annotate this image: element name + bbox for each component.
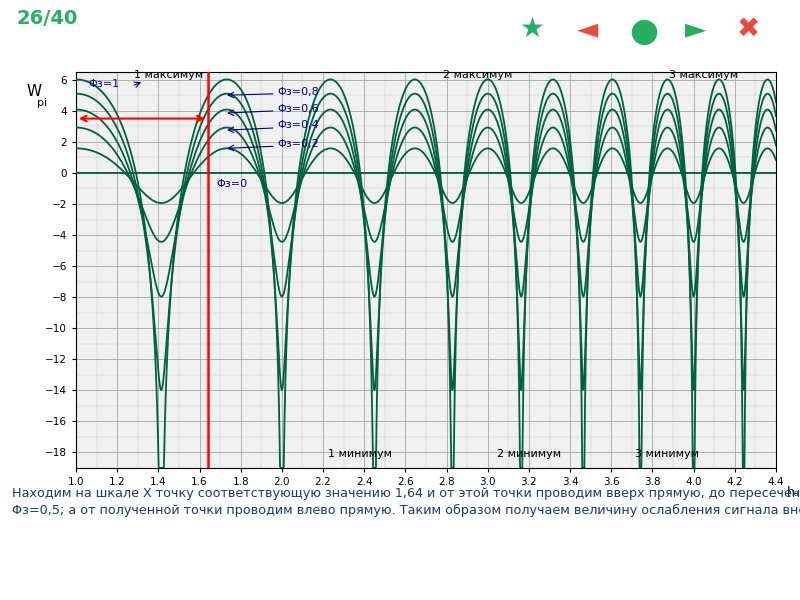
Text: Φз=0: Φз=0 (216, 179, 247, 189)
Text: W: W (27, 84, 42, 99)
Text: Φз=1: Φз=1 (88, 79, 119, 89)
Text: Φз=0,8: Φз=0,8 (278, 86, 319, 97)
Text: Φз=0,2: Φз=0,2 (278, 139, 319, 149)
Text: ★: ★ (519, 15, 545, 43)
Text: Находим на шкале X точку соответствующую значению 1,64 и от этой точки проводим : Находим на шкале X точку соответствующую… (12, 487, 800, 517)
Text: ✖: ✖ (736, 15, 760, 43)
Text: 26/40: 26/40 (16, 9, 78, 28)
Text: 2 максимум: 2 максимум (442, 70, 512, 80)
Text: ●: ● (630, 15, 658, 48)
Text: 1 максимум: 1 максимум (134, 70, 203, 80)
Text: 3 минимум: 3 минимум (635, 449, 699, 459)
Text: ◄: ◄ (578, 15, 598, 43)
Text: h₀=H/H₀: h₀=H/H₀ (786, 486, 800, 499)
Text: Φз=0,4: Φз=0,4 (278, 120, 319, 130)
Text: pi: pi (38, 98, 48, 108)
Text: ►: ► (686, 15, 706, 43)
Text: 1 минимум: 1 минимум (328, 449, 392, 459)
Text: Φз=0,6: Φз=0,6 (278, 104, 319, 113)
Text: 2 минимум: 2 минимум (497, 449, 561, 459)
Text: 3 максимум: 3 максимум (670, 70, 738, 80)
